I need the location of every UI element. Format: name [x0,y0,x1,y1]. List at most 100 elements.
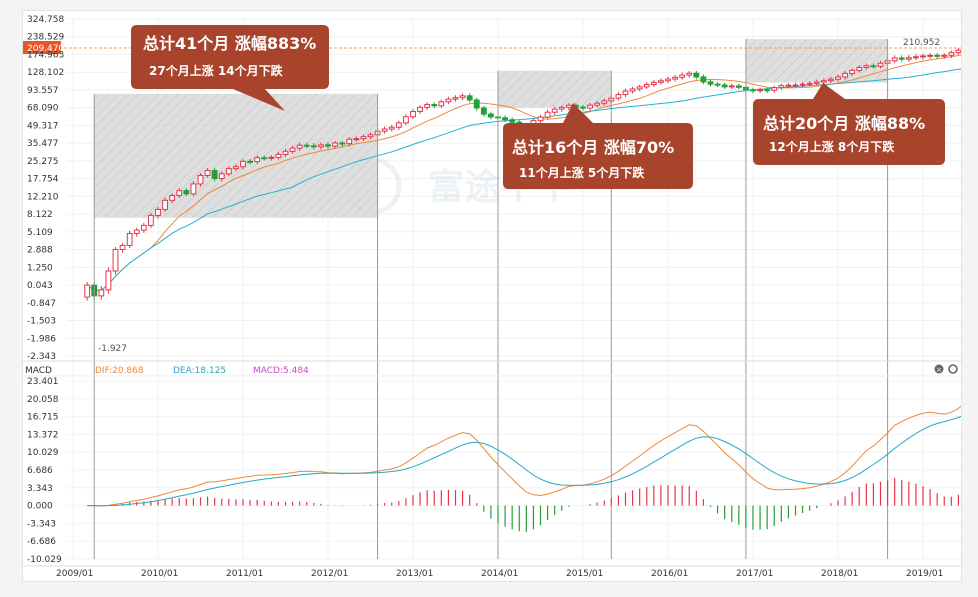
macd-tick-label: 0.000 [27,502,53,512]
candle-body [431,104,438,107]
callout-3-title: 总计20个月 涨幅88% [763,114,925,133]
candle-body [658,80,664,83]
time-tick-label: 2010/01 [141,569,178,579]
candle-body [643,83,650,88]
callout-1: 总计41个月 涨幅883% 27个月上涨 14个月下跌 [131,25,329,111]
candle-body [565,104,572,108]
candle-body [381,128,388,132]
candle-body [240,160,246,168]
candle-body [282,150,289,155]
candle-body [112,248,119,272]
price-tick-label: 25.275 [27,157,59,167]
candle-body [934,54,941,57]
callout-1-sub: 27个月上涨 14个月下跌 [149,63,284,78]
price-tick-label: 324.758 [27,15,64,25]
candle-body [140,224,147,231]
candle-body [849,69,856,74]
candle-body [410,110,416,118]
candle-body [339,142,346,145]
candles [84,48,961,301]
candle-body [289,147,296,152]
candle-body [155,208,161,216]
candle-body [735,85,742,88]
candle-body [544,111,551,118]
candle-body [693,72,700,78]
candle-body [558,106,565,110]
price-axis: 324.758 238.529 174.963 128.102 93.557 68.090… [27,15,64,362]
callouts: 总计41个月 涨幅883% 27个月上涨 14个月下跌 总计16个月 涨幅70%… [131,25,945,189]
candle-body [190,183,197,195]
candle-body [388,126,395,130]
candle-body [714,83,721,86]
callout-2-sub: 11个月上涨 5个月下跌 [519,165,645,180]
macd-dif: DIF:20.868 [95,366,144,376]
macd-panel [87,405,961,532]
price-tick-label: 0.043 [27,281,53,291]
candle-body [261,157,268,160]
time-tick-label: 2017/01 [736,569,773,579]
candle-body [225,168,232,175]
macd-tick-label: 3.343 [27,484,53,494]
macd-tick-label: 13.372 [27,430,59,440]
price-tick-label: 174.963 [27,50,64,60]
candle-body [877,62,884,67]
macd-tick-label: 23.401 [27,377,59,387]
candle-body [785,84,792,87]
candle-body [98,289,105,297]
candle-body [898,57,905,60]
candle-body [325,144,331,147]
price-tick-label: -2.343 [27,352,56,362]
candle-body [728,85,735,88]
candle-body [452,97,459,100]
macd-axis: 23.401 20.058 16.715 13.372 10.029 6.686 3.343… [27,377,62,565]
candle-body [856,66,863,71]
macd-value: MACD:5.484 [253,366,309,376]
candle-body [296,144,303,149]
candle-body [133,229,140,235]
candle-body [891,57,898,62]
price-tick-label: 2.888 [27,246,53,256]
candle-body [84,284,91,298]
candle-body [537,116,544,122]
candle-body [367,134,374,138]
high-label: 210.952 [903,38,940,48]
price-tick-label: 49.317 [27,121,59,131]
candle-body [636,86,643,90]
candle-body [247,160,253,163]
chart-frame: 富途牛牛 209.470 210.952 -1.927 324.758 238.5… [22,10,962,582]
candle-body [721,84,728,88]
candle-body [346,138,353,145]
macd-dea: DEA:18.125 [173,366,226,376]
candle-body [473,99,480,109]
highlight-range [498,70,612,108]
price-tick-label: 128.102 [27,68,64,78]
close-icon[interactable] [934,364,944,374]
highlight-ranges [94,39,888,218]
candle-body [459,95,466,99]
candle-body [792,84,799,87]
time-axis: 2009/01 2010/01 2011/01 2012/01 2013/01 2014/… [23,565,961,579]
candle-body [601,100,608,104]
candle-body [211,170,218,180]
settings-gear-icon[interactable] [948,364,958,374]
candle-body [700,76,707,83]
last-price-text: 209.470 [27,44,64,54]
price-tick-label: -1.986 [27,334,56,344]
candle-body [615,94,622,99]
candle-body [403,116,409,124]
candle-body [360,136,367,140]
time-tick-label: 2009/01 [56,569,93,579]
time-tick-label: 2019/01 [906,569,943,579]
candle-body [905,57,912,60]
time-tick-label: 2015/01 [566,569,603,579]
candle-body [941,54,948,57]
candle-body [828,78,834,82]
macd-tick-label: 10.029 [27,448,59,458]
ma-slow-line [86,68,961,292]
candle-body [275,153,282,158]
candle-body [176,190,183,196]
candle-body [594,102,601,106]
candle-body [318,144,324,148]
price-tick-label: 5.109 [27,228,53,238]
price-tick-label: 17.754 [27,175,59,185]
